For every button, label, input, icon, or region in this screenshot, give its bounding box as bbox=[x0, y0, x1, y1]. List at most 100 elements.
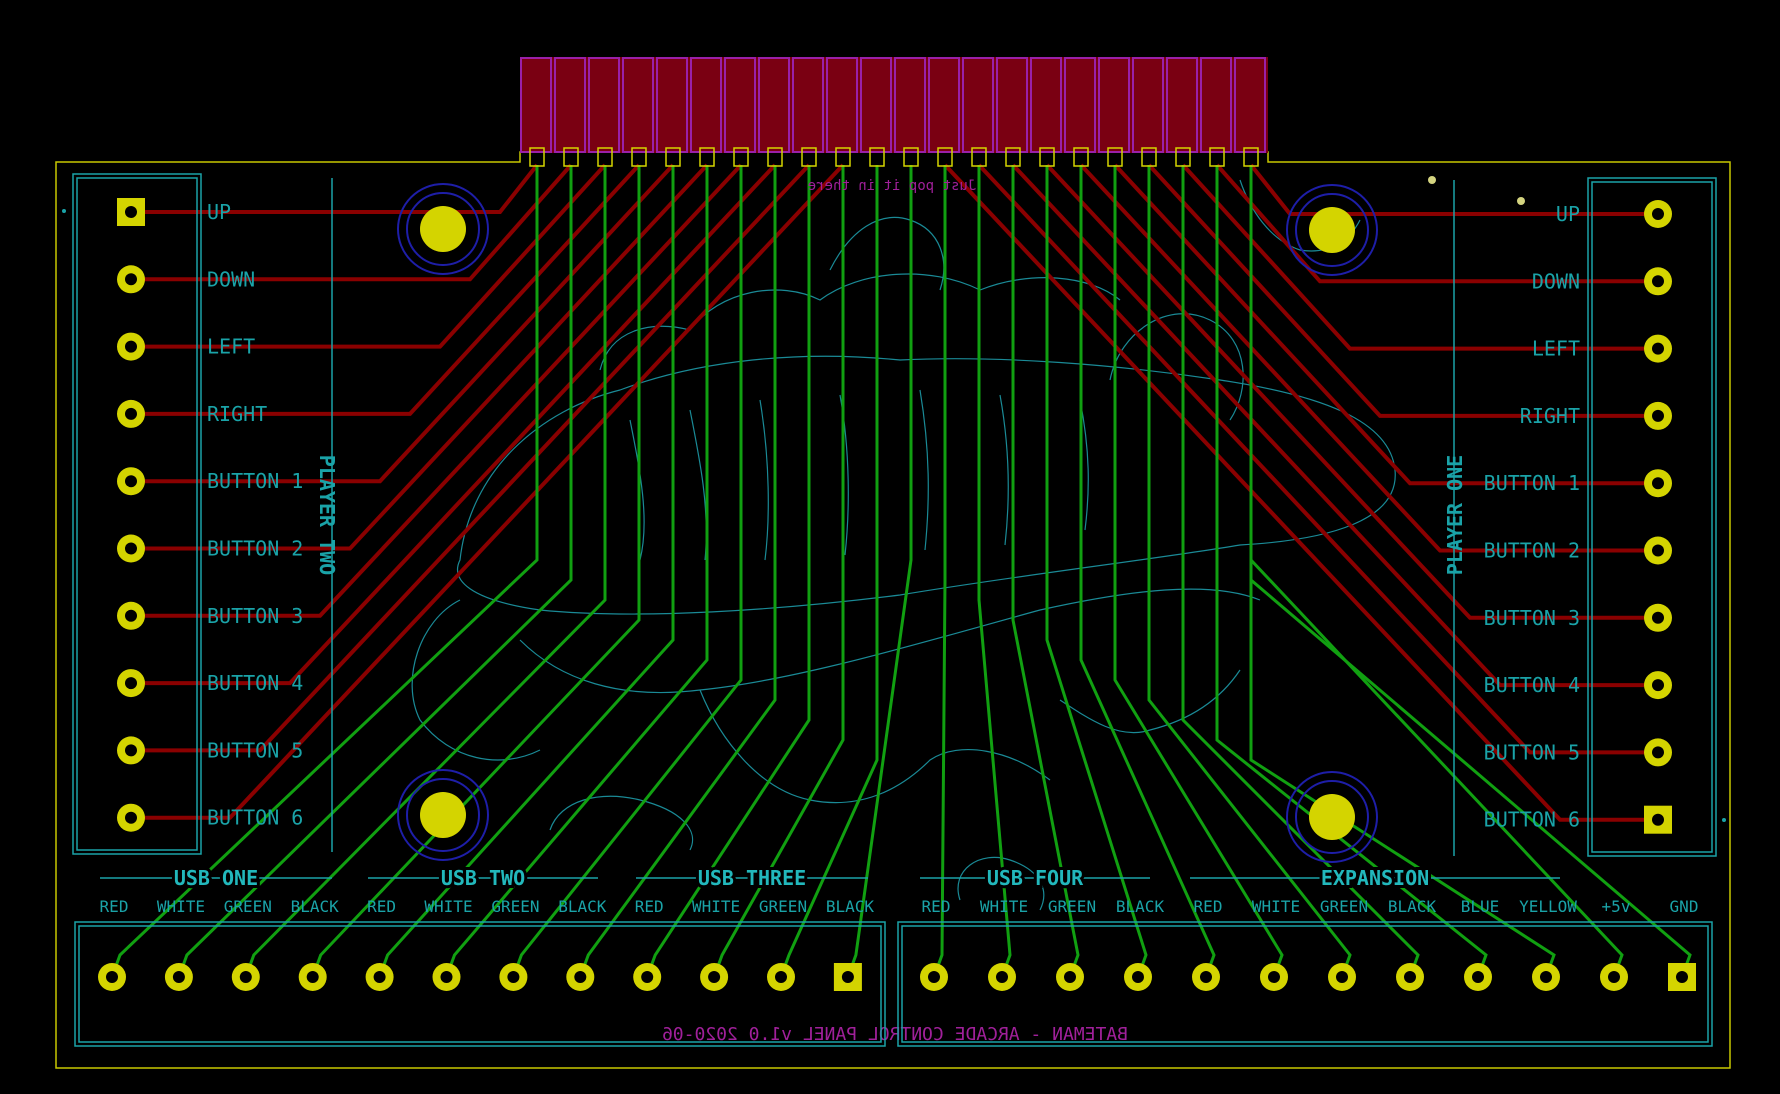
bottom-pin-label: GREEN bbox=[1320, 897, 1368, 916]
p2-pin-9-drill bbox=[125, 744, 137, 757]
edge-finger-pad[interactable] bbox=[699, 147, 715, 167]
edge-finger-pad[interactable] bbox=[631, 147, 647, 167]
bottom-trace bbox=[712, 165, 845, 978]
p2-pin-label: BUTTON 6 bbox=[207, 806, 303, 830]
bottom-pin-label: WHITE bbox=[424, 897, 472, 916]
bottom-trace bbox=[779, 165, 879, 978]
edge-finger-pad[interactable] bbox=[529, 147, 545, 167]
p1-pin-10-drill bbox=[1652, 813, 1664, 826]
group-title: USB FOUR bbox=[987, 866, 1084, 890]
player-one-header-frame bbox=[1587, 177, 1717, 857]
edge-finger[interactable] bbox=[554, 57, 586, 153]
p2-trace-1 bbox=[131, 163, 539, 214]
p1-pin-2-drill bbox=[1652, 275, 1664, 288]
p2-pin-5-drill bbox=[125, 475, 137, 488]
edge-finger[interactable] bbox=[622, 57, 654, 153]
edge-finger-pad[interactable] bbox=[665, 147, 681, 167]
p1-pin-label: DOWN bbox=[1532, 269, 1580, 293]
board-outline-layer bbox=[55, 151, 1731, 1069]
p2-pin-2-drill bbox=[125, 273, 137, 286]
edge-finger[interactable] bbox=[928, 57, 960, 153]
edge-finger[interactable] bbox=[860, 57, 892, 153]
player-two-header-frame-inner bbox=[76, 177, 198, 851]
edge-finger[interactable] bbox=[656, 57, 688, 153]
edge-finger[interactable] bbox=[826, 57, 858, 153]
edge-finger[interactable] bbox=[1200, 57, 1232, 153]
p1-trace-9 bbox=[977, 163, 1658, 755]
bottom-pin-usb-two-3-drill bbox=[507, 971, 520, 983]
mounting-hole-inner-ring bbox=[406, 192, 480, 266]
pin-note: Just pop it in there bbox=[808, 178, 977, 194]
edge-finger-pad[interactable] bbox=[801, 147, 817, 167]
p1-pin-8-drill bbox=[1652, 679, 1664, 692]
edge-finger-pad[interactable] bbox=[1039, 147, 1055, 167]
edge-finger-pad[interactable] bbox=[937, 147, 953, 167]
player-two-header-frame bbox=[72, 173, 202, 855]
p1-pin-7-drill bbox=[1652, 611, 1664, 624]
logo-outline-path bbox=[599, 273, 1121, 371]
edge-finger-pad[interactable] bbox=[767, 147, 783, 167]
logo-outline-path bbox=[1109, 313, 1244, 421]
edge-finger-pad[interactable] bbox=[1209, 147, 1225, 167]
edge-finger-pad[interactable] bbox=[1005, 147, 1021, 167]
logo-outline-path bbox=[829, 216, 945, 291]
edge-finger[interactable] bbox=[996, 57, 1028, 153]
edge-finger[interactable] bbox=[1166, 57, 1198, 153]
edge-connector[interactable] bbox=[520, 57, 1268, 167]
bottom-pin-expansion-2-drill bbox=[1268, 971, 1280, 983]
edge-finger[interactable] bbox=[1234, 57, 1266, 153]
edge-finger[interactable] bbox=[758, 57, 790, 153]
edge-finger-pad[interactable] bbox=[597, 147, 613, 167]
edge-finger[interactable] bbox=[792, 57, 824, 153]
p1-pin-label: BUTTON 2 bbox=[1484, 539, 1580, 563]
bottom-pin-label: WHITE bbox=[1252, 897, 1300, 916]
edge-finger[interactable] bbox=[1030, 57, 1062, 153]
p2-pin-label: UP bbox=[207, 200, 231, 224]
logo-outline-path bbox=[1059, 669, 1241, 734]
p2-trace-3 bbox=[131, 163, 607, 349]
edge-finger[interactable] bbox=[962, 57, 994, 153]
bottom-pin-label: BLACK bbox=[1388, 897, 1437, 916]
p2-pin-7-drill bbox=[125, 609, 137, 622]
edge-finger[interactable] bbox=[724, 57, 756, 153]
edge-finger-pad[interactable] bbox=[1141, 147, 1157, 167]
p2-pin-6-drill bbox=[125, 542, 137, 555]
edge-finger-pad[interactable] bbox=[1107, 147, 1123, 167]
logo-outline-path bbox=[629, 389, 1089, 561]
bottom-pin-expansion-4-drill bbox=[1404, 971, 1416, 983]
edge-finger-pad[interactable] bbox=[1073, 147, 1089, 167]
edge-finger[interactable] bbox=[1132, 57, 1164, 153]
bottom-pin-label: GREEN bbox=[491, 897, 539, 916]
edge-finger-pad[interactable] bbox=[869, 147, 885, 167]
bottom-left-header-frame bbox=[74, 921, 886, 1047]
edge-finger[interactable] bbox=[1064, 57, 1096, 153]
edge-finger-pad[interactable] bbox=[563, 147, 579, 167]
bottom-pin-label: WHITE bbox=[692, 897, 740, 916]
bottom-pin-label: RED bbox=[922, 897, 951, 916]
mounting-hole-pad bbox=[420, 206, 466, 252]
bottom-pin-label: WHITE bbox=[980, 897, 1028, 916]
edge-finger-pad[interactable] bbox=[903, 147, 919, 167]
edge-finger[interactable] bbox=[1098, 57, 1130, 153]
bottom-pin-label: RED bbox=[100, 897, 129, 916]
edge-finger-pad[interactable] bbox=[835, 147, 851, 167]
edge-finger[interactable] bbox=[588, 57, 620, 153]
edge-finger[interactable] bbox=[894, 57, 926, 153]
edge-finger-pad[interactable] bbox=[1243, 147, 1259, 167]
p2-pin-label: RIGHT bbox=[207, 402, 267, 426]
logo-outline-path bbox=[411, 599, 541, 761]
bottom-pin-expansion-7-drill bbox=[1608, 971, 1620, 983]
bottom-pin-usb-one-3-drill bbox=[239, 971, 252, 983]
board-edge-outline bbox=[55, 151, 1731, 1069]
p1-pin-label: RIGHT bbox=[1520, 404, 1580, 428]
p2-pin-label: DOWN bbox=[207, 267, 255, 291]
bottom-pin-label: GREEN bbox=[1048, 897, 1096, 916]
edge-finger-pad[interactable] bbox=[1175, 147, 1191, 167]
edge-finger-pad[interactable] bbox=[971, 147, 987, 167]
edge-finger-pad[interactable] bbox=[733, 147, 749, 167]
p1-pin-label: LEFT bbox=[1532, 337, 1580, 361]
edge-finger[interactable] bbox=[690, 57, 722, 153]
bottom-pin-label: BLACK bbox=[1116, 897, 1165, 916]
bottom-pin-expansion-3-drill bbox=[1336, 971, 1348, 983]
edge-finger[interactable] bbox=[520, 57, 552, 153]
